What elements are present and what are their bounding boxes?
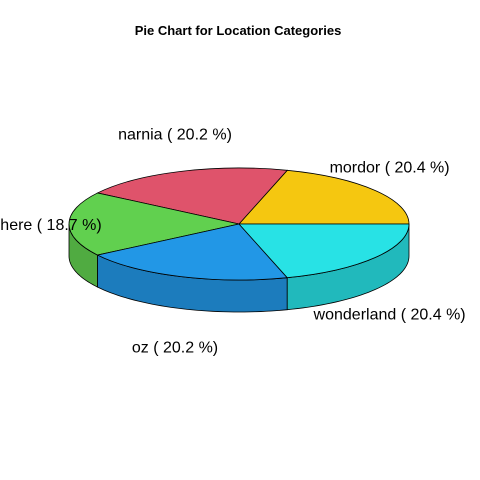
pie-slice-oz [96,223,289,281]
pie-label-oz: oz ( 20.2 %) [132,339,218,356]
pie-slice-narnia [96,167,289,225]
pie-slice-here [68,192,240,256]
pie-slice-wonderland [238,223,410,279]
pie-label-mordor: mordor ( 20.4 %) [330,160,450,177]
pie-label-here: here ( 18.7 %) [0,217,101,234]
pie-labels: mordor ( 20.4 %) narnia ( 20.2 %) here ( 1… [0,127,465,357]
pie-slice-mordor [238,169,410,225]
chart-title: Pie Chart for Location Categories [135,23,342,38]
pie-label-narnia: narnia ( 20.2 %) [118,127,232,144]
pie-label-wonderland: wonderland ( 20.4 %) [313,306,466,323]
pie-tops [68,167,410,281]
